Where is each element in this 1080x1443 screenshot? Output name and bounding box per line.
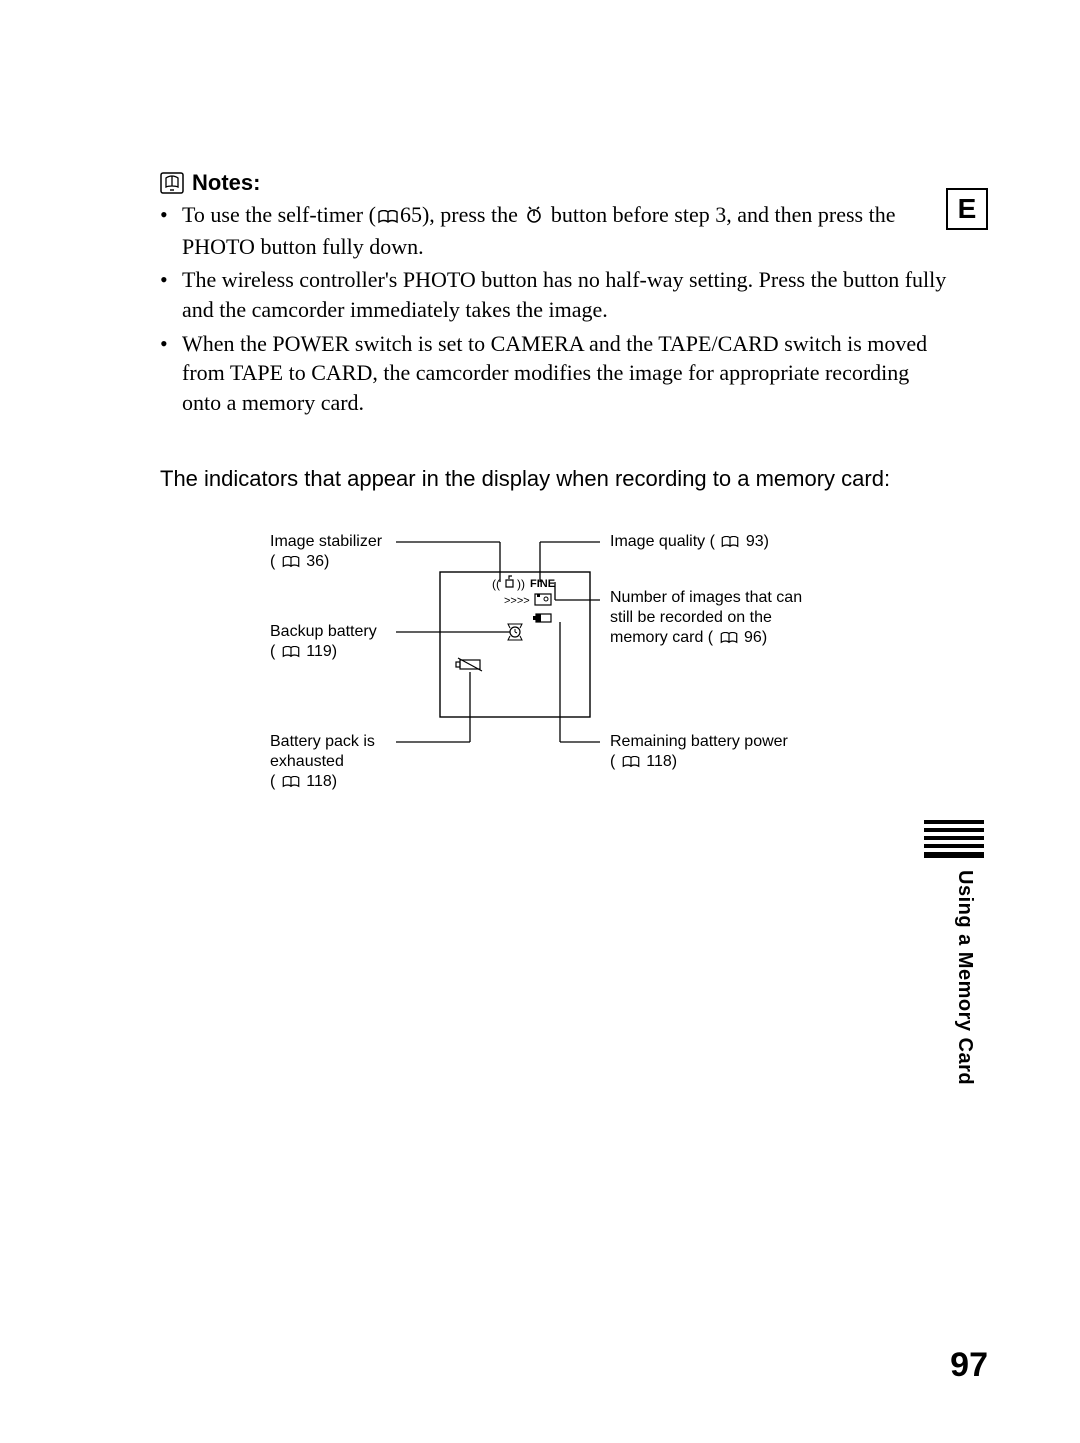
- label-ref: 119: [306, 643, 332, 660]
- label-text: ): [762, 629, 767, 646]
- label-backup-battery: Backup battery ( 119): [270, 622, 377, 664]
- notes-heading-row: Notes:: [160, 170, 950, 196]
- label-ref: 96: [744, 629, 762, 646]
- label-num-images: Number of images that can still be recor…: [610, 588, 802, 650]
- label-text: memory card (: [610, 629, 713, 646]
- self-timer-icon: [525, 202, 543, 232]
- book-icon: [282, 774, 300, 794]
- svg-text:((: ((: [492, 577, 500, 591]
- label-text: Number of images that can: [610, 589, 802, 606]
- indicator-diagram: FINE (( )) >>>>: [160, 532, 950, 812]
- book-icon: [720, 630, 738, 650]
- side-tab: E: [946, 188, 988, 230]
- label-image-stabilizer: Image stabilizer ( 36): [270, 532, 382, 574]
- note-text: ), press the: [422, 202, 523, 227]
- note-item: When the POWER switch is set to CAMERA a…: [160, 329, 950, 418]
- note-text: To use the self-timer (: [182, 202, 376, 227]
- label-text: Battery pack is: [270, 733, 375, 750]
- label-ref: 93: [746, 533, 764, 550]
- svg-text:>>>>: >>>>: [504, 595, 530, 607]
- card-screen-icon: [535, 594, 551, 605]
- book-icon: [282, 644, 300, 664]
- note-text: The wireless controller's PHOTO button h…: [182, 267, 946, 322]
- note-text: When the POWER switch is set to CAMERA a…: [182, 331, 927, 415]
- backup-screen-icon: [508, 624, 522, 640]
- stabilizer-screen-icon: (( )): [492, 576, 525, 591]
- label-ref: 36: [306, 553, 324, 570]
- label-remaining-battery: Remaining battery power ( 118): [610, 732, 788, 774]
- note-ref: 65: [400, 202, 422, 227]
- side-tab-letter: E: [958, 193, 977, 225]
- notes-list: To use the self-timer (65), press the bu…: [160, 200, 950, 418]
- label-text: exhausted: [270, 753, 344, 770]
- note-item: To use the self-timer (65), press the bu…: [160, 200, 950, 261]
- label-battery-exhausted: Battery pack is exhausted ( 118): [270, 732, 375, 794]
- label-ref: 118: [646, 753, 672, 770]
- notes-icon: [160, 172, 184, 194]
- page: E Notes: To use the self-timer ( 65), pre…: [0, 0, 1080, 1443]
- battery-screen-icon: [533, 614, 551, 622]
- screen-fine-text: FINE: [530, 578, 555, 590]
- footer-stripes-icon: [924, 820, 984, 858]
- svg-text:)): )): [517, 577, 525, 591]
- book-icon: [378, 202, 398, 232]
- label-text: Image stabilizer: [270, 533, 382, 550]
- book-icon: [622, 754, 640, 774]
- label-text: Backup battery: [270, 623, 377, 640]
- indicators-intro: The indicators that appear in the displa…: [160, 466, 950, 492]
- label-text: ): [764, 533, 769, 550]
- book-icon: [282, 554, 300, 574]
- label-text: still be recorded on the: [610, 609, 772, 626]
- label-image-quality: Image quality ( 93): [610, 532, 769, 554]
- notes-heading: Notes:: [192, 170, 260, 196]
- note-item: The wireless controller's PHOTO button h…: [160, 265, 950, 324]
- section-label: Using a Memory Card: [953, 870, 976, 1085]
- battexh-screen-icon: [456, 658, 482, 671]
- book-icon: [721, 534, 739, 554]
- label-text: Remaining battery power: [610, 733, 788, 750]
- label-text: Image quality (: [610, 533, 715, 550]
- page-number: 97: [950, 1346, 988, 1385]
- label-ref: 118: [306, 773, 332, 790]
